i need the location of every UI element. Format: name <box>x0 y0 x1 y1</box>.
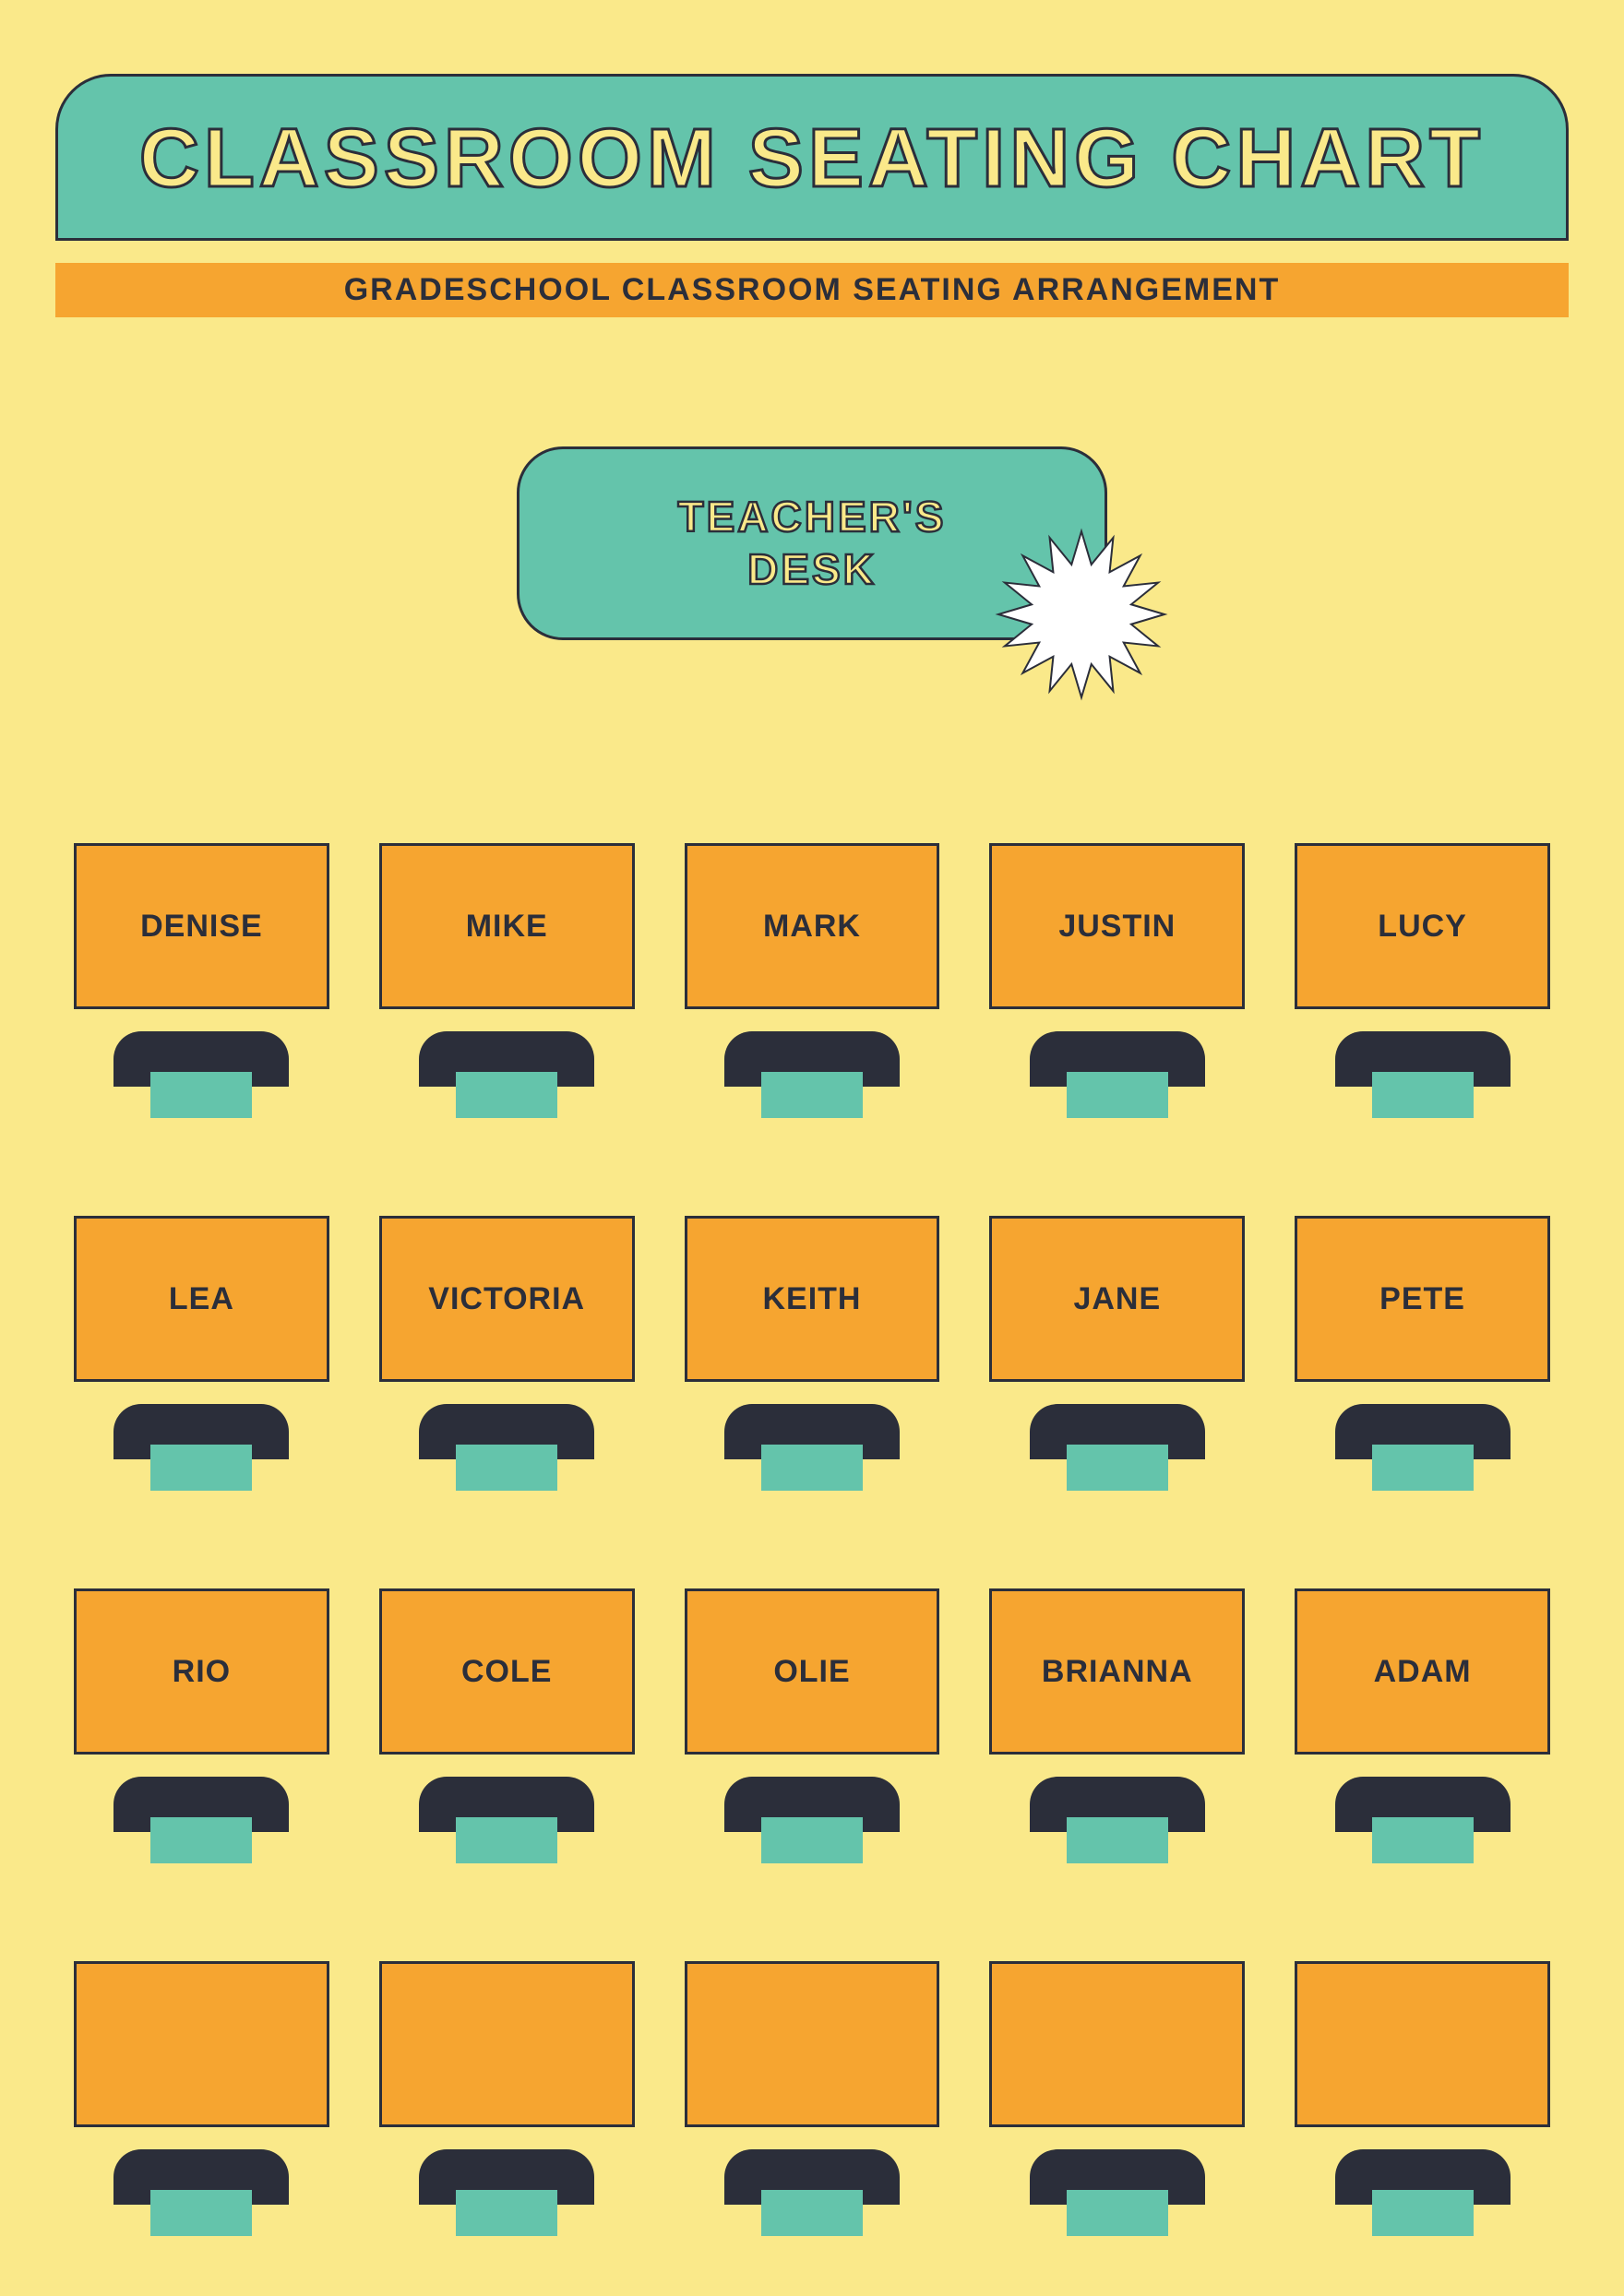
chair-icon <box>1335 2149 1511 2232</box>
student-desk <box>989 1961 1245 2127</box>
chair-icon <box>1335 1404 1511 1487</box>
chair-icon <box>1335 1777 1511 1860</box>
student-name: COLE <box>461 1654 552 1690</box>
student-desk <box>685 1961 940 2127</box>
student-desk: JUSTIN <box>989 843 1245 1009</box>
student-name: JUSTIN <box>1058 909 1176 945</box>
seat: OLIE <box>685 1588 940 1860</box>
seat: COLE <box>379 1588 635 1860</box>
student-name: BRIANNA <box>1042 1654 1193 1690</box>
student-desk: OLIE <box>685 1588 940 1755</box>
chair-icon <box>419 1404 594 1487</box>
student-name: MIKE <box>466 909 548 945</box>
student-name: MARK <box>763 909 861 945</box>
chair-icon <box>1030 1777 1205 1860</box>
student-desk: LEA <box>74 1216 329 1382</box>
seat: LEA <box>74 1216 329 1487</box>
seat <box>989 1961 1245 2232</box>
teacher-desk-container: TEACHER'S DESK <box>55 446 1569 640</box>
student-desk: MARK <box>685 843 940 1009</box>
student-desk <box>379 1961 635 2127</box>
chair-icon <box>724 2149 900 2232</box>
seat: LUCY <box>1295 843 1550 1114</box>
chair-icon <box>1335 1031 1511 1114</box>
teacher-desk: TEACHER'S DESK <box>517 446 1107 640</box>
seat: JANE <box>989 1216 1245 1487</box>
teacher-label-line2: DESK <box>747 545 877 593</box>
seat: PETE <box>1295 1216 1550 1487</box>
chair-icon <box>724 1031 900 1114</box>
student-name: OLIE <box>773 1654 850 1690</box>
subtitle-bar: GRADESCHOOL CLASSROOM SEATING ARRANGEMEN… <box>55 263 1569 317</box>
student-desk: RIO <box>74 1588 329 1755</box>
student-name: ADAM <box>1374 1654 1472 1690</box>
student-name: JANE <box>1073 1281 1161 1317</box>
student-name: KEITH <box>762 1281 861 1317</box>
seat <box>1295 1961 1550 2232</box>
seat <box>74 1961 329 2232</box>
chair-icon <box>419 2149 594 2232</box>
chair-icon <box>419 1777 594 1860</box>
seat <box>379 1961 635 2232</box>
student-desk: MIKE <box>379 843 635 1009</box>
student-desk: BRIANNA <box>989 1588 1245 1755</box>
seat: BRIANNA <box>989 1588 1245 1860</box>
chair-icon <box>113 1031 289 1114</box>
student-desk <box>74 1961 329 2127</box>
seat: MIKE <box>379 843 635 1114</box>
teacher-desk-label: TEACHER'S DESK <box>678 491 947 597</box>
student-name: RIO <box>173 1654 231 1690</box>
chair-icon <box>113 1404 289 1487</box>
seat: JUSTIN <box>989 843 1245 1114</box>
student-desk: JANE <box>989 1216 1245 1382</box>
chair-icon <box>724 1777 900 1860</box>
chair-icon <box>1030 1031 1205 1114</box>
teacher-label-line1: TEACHER'S <box>678 493 947 541</box>
seating-grid: DENISE MIKE MARK JUSTIN LUCY LEA VICTORIA KEITH… <box>55 843 1569 2232</box>
seat: RIO <box>74 1588 329 1860</box>
student-name: DENISE <box>140 909 263 945</box>
starburst-icon <box>994 527 1169 702</box>
student-desk: PETE <box>1295 1216 1550 1382</box>
seat: DENISE <box>74 843 329 1114</box>
student-name: LUCY <box>1378 909 1467 945</box>
student-desk <box>1295 1961 1550 2127</box>
seat: ADAM <box>1295 1588 1550 1860</box>
seat: KEITH <box>685 1216 940 1487</box>
page-subtitle: GRADESCHOOL CLASSROOM SEATING ARRANGEMEN… <box>55 272 1569 308</box>
chair-icon <box>113 2149 289 2232</box>
page-title: CLASSROOM SEATING CHART <box>77 112 1547 207</box>
student-name: VICTORIA <box>428 1281 585 1317</box>
seat: VICTORIA <box>379 1216 635 1487</box>
seating-chart-page: CLASSROOM SEATING CHART GRADESCHOOL CLAS… <box>0 0 1624 2296</box>
student-name: LEA <box>169 1281 234 1317</box>
seat <box>685 1961 940 2232</box>
student-desk: LUCY <box>1295 843 1550 1009</box>
chair-icon <box>724 1404 900 1487</box>
student-name: PETE <box>1379 1281 1465 1317</box>
student-desk: DENISE <box>74 843 329 1009</box>
chair-icon <box>419 1031 594 1114</box>
student-desk: VICTORIA <box>379 1216 635 1382</box>
student-desk: ADAM <box>1295 1588 1550 1755</box>
student-desk: COLE <box>379 1588 635 1755</box>
student-desk: KEITH <box>685 1216 940 1382</box>
chair-icon <box>113 1777 289 1860</box>
seat: MARK <box>685 843 940 1114</box>
chair-icon <box>1030 2149 1205 2232</box>
chair-icon <box>1030 1404 1205 1487</box>
title-banner: CLASSROOM SEATING CHART <box>55 74 1569 241</box>
